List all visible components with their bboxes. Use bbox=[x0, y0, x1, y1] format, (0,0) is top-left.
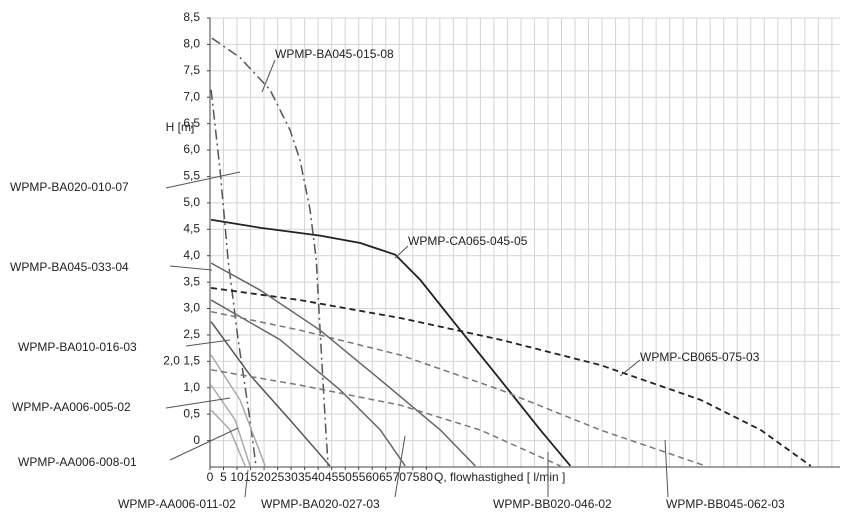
y-tick-label: 0,5 bbox=[183, 406, 200, 420]
x-tick-label: 75 bbox=[406, 470, 420, 484]
y-tick-label: 1,0 bbox=[183, 380, 200, 394]
curve bbox=[210, 384, 251, 467]
x-tick-label: 20 bbox=[257, 470, 271, 484]
x-tick-label: 50 bbox=[339, 470, 353, 484]
x-tick-label: 80 bbox=[420, 470, 434, 484]
series-label: WPMP-BA020-010-07 bbox=[10, 180, 129, 194]
curve bbox=[210, 409, 246, 467]
x-tick-label: 10 bbox=[230, 470, 244, 484]
curve bbox=[210, 354, 266, 467]
series-label: WPMP-AA006-011-02 bbox=[118, 497, 236, 511]
x-tick-label: 70 bbox=[393, 470, 407, 484]
leader-line bbox=[165, 171, 241, 189]
leader-line bbox=[664, 439, 669, 498]
x-tick-label: 0 bbox=[207, 470, 214, 484]
x-tick-label: 30 bbox=[284, 470, 298, 484]
leader-line bbox=[619, 359, 641, 377]
series-label: WPMP-AA006-008-01 bbox=[18, 455, 137, 469]
series-label: WPMP-BA045-015-08 bbox=[275, 47, 394, 61]
curves bbox=[210, 37, 812, 467]
y-tick-label: 3,0 bbox=[183, 301, 200, 315]
curve bbox=[210, 310, 706, 467]
x-tick-label: 65 bbox=[379, 470, 393, 484]
leader-line bbox=[185, 339, 231, 347]
y-tick-label: 4,5 bbox=[183, 221, 200, 235]
x-tick-label: 55 bbox=[352, 470, 366, 484]
series-label: WPMP-BB020-046-02 bbox=[493, 497, 612, 511]
series-label: WPMP-BA045-033-04 bbox=[10, 260, 129, 274]
curve bbox=[210, 321, 331, 467]
x-tick-label: 40 bbox=[311, 470, 325, 484]
x-tick-label: 15 bbox=[244, 470, 258, 484]
curve bbox=[210, 287, 812, 467]
y-tick-label: 3,5 bbox=[183, 274, 200, 288]
leader-line bbox=[169, 427, 239, 461]
leader-line bbox=[165, 397, 231, 409]
x-tick-label: 25 bbox=[271, 470, 285, 484]
x-tick-label: 35 bbox=[298, 470, 312, 484]
curve bbox=[210, 89, 257, 467]
y-tick-label: 7,0 bbox=[183, 89, 200, 103]
leader-line bbox=[394, 245, 409, 259]
x-tick-label: 5 bbox=[220, 470, 227, 484]
series-label: WPMP-CB065-075-03 bbox=[640, 350, 760, 364]
leader-line bbox=[169, 265, 213, 271]
curve bbox=[210, 299, 406, 467]
y-tick-label: 2,0 1,5 bbox=[163, 354, 200, 368]
series-label: WPMP-CA065-045-05 bbox=[408, 234, 528, 248]
y-tick-label: 5,0 bbox=[183, 195, 200, 209]
grid: 0 5 10 15 20 25 30 35 40 45 50 55 60 65 70 75 808,58,07,… bbox=[163, 10, 840, 484]
curve bbox=[210, 262, 476, 467]
leader-line bbox=[261, 59, 276, 93]
y-tick-label: 8,5 bbox=[183, 10, 200, 24]
series-label: WPMP-AA006-005-02 bbox=[12, 400, 131, 414]
y-tick-label: 7,5 bbox=[183, 63, 200, 77]
x-tick-label: 60 bbox=[366, 470, 380, 484]
x-axis-title: Q, flowhastighed [ l/min ] bbox=[434, 470, 565, 484]
curve bbox=[210, 218, 572, 467]
curve bbox=[211, 37, 329, 466]
y-tick-label: 6,5 bbox=[183, 116, 200, 130]
y-tick-label: 6,0 bbox=[183, 142, 200, 156]
x-tick-label: 45 bbox=[325, 470, 339, 484]
y-tick-label: 4,0 bbox=[183, 248, 200, 262]
y-tick-label: 0 bbox=[193, 433, 200, 447]
leader-line bbox=[394, 435, 406, 498]
curve bbox=[210, 369, 561, 467]
y-axis-title: H [m] bbox=[166, 120, 195, 134]
series-label: WPMP-BB045-062-03 bbox=[666, 497, 785, 511]
series-label: WPMP-BA020-027-03 bbox=[261, 497, 380, 511]
leader-line bbox=[244, 469, 249, 498]
y-tick-label: 8,0 bbox=[183, 37, 200, 51]
y-tick-label: 2,5 bbox=[183, 327, 200, 341]
series-label: WPMP-BA010-016-03 bbox=[18, 340, 137, 354]
labels: WPMP-BA045-015-08 WPMP-BA020-010-07 WPMP-C… bbox=[10, 47, 785, 511]
y-tick-label: 5,5 bbox=[183, 169, 200, 183]
